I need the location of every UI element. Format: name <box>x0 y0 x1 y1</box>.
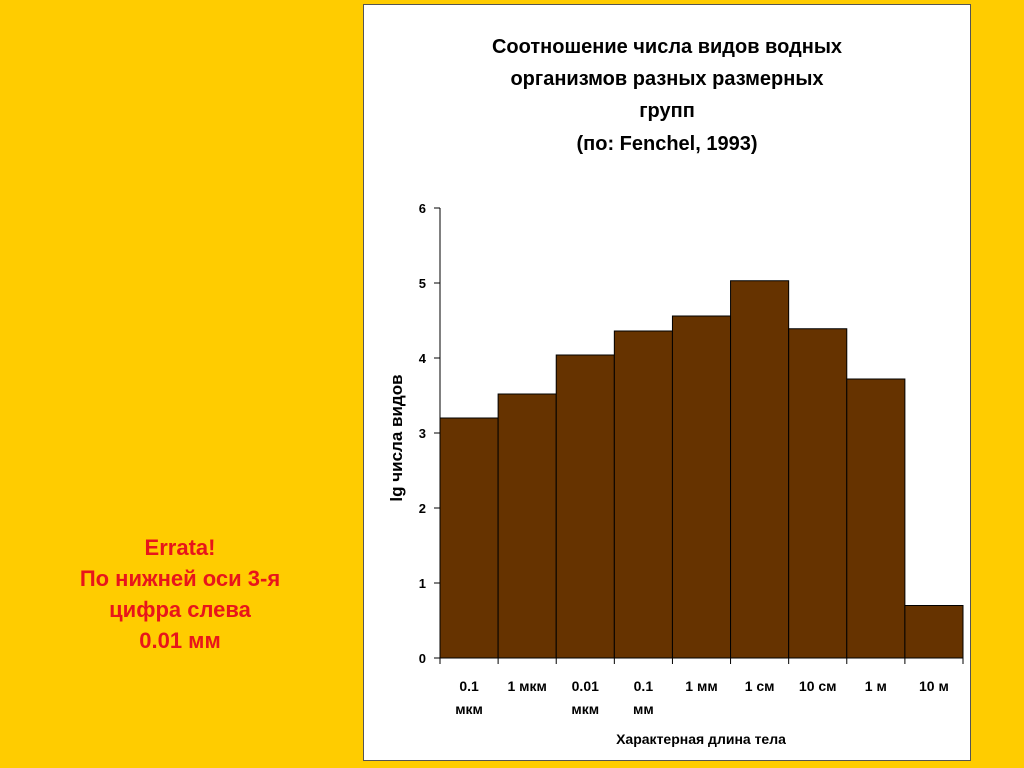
x-tick-label: 1 мм <box>685 678 717 694</box>
bar <box>846 378 906 659</box>
x-tick-label: мкм <box>455 701 483 717</box>
x-tick-label: 0.1 <box>634 678 654 694</box>
plot-area: 0 1 2 3 4 5 6 0.1 мкм 1 мкм 0.01 мкм 0.1 мм 1 мм 1 см 10… <box>419 201 964 717</box>
chart-title-line: Соотношение числа видов водных <box>492 36 842 58</box>
y-axis-label: lg числа видов <box>387 374 406 501</box>
bar <box>555 354 615 659</box>
x-tick-label: 1 м <box>865 678 887 694</box>
errata-line: Errata! <box>144 535 216 560</box>
bar <box>788 328 848 659</box>
bar <box>730 280 790 659</box>
x-tick-label: 1 см <box>745 678 775 694</box>
x-tick-label: мм <box>633 701 654 717</box>
x-tick-label: мкм <box>571 701 599 717</box>
bar <box>671 315 732 659</box>
errata-note: Errata! По нижней оси 3-я цифра слева 0.… <box>30 532 330 656</box>
y-tick-label: 2 <box>419 501 426 516</box>
y-tick-label: 4 <box>419 351 427 366</box>
y-tick-label: 6 <box>419 201 426 216</box>
y-tick-label: 0 <box>419 651 426 666</box>
x-axis-label: Характерная длина тела <box>616 731 786 747</box>
y-tick-label: 1 <box>419 576 426 591</box>
chart-title: Соотношение числа видов водных организмо… <box>492 36 842 155</box>
bar <box>497 393 557 659</box>
x-tick-label: 0.01 <box>572 678 599 694</box>
x-tick-label: 0.1 <box>459 678 479 694</box>
errata-line: По нижней оси 3-я <box>79 566 281 591</box>
x-tick-label: 10 м <box>919 678 949 694</box>
x-tick-label: 1 мкм <box>507 678 546 694</box>
chart-title-line: организмов разных размерных <box>510 68 823 90</box>
bar <box>613 330 673 659</box>
y-tick-label: 5 <box>419 276 426 291</box>
bar <box>904 605 964 659</box>
y-tick-label: 3 <box>419 426 426 441</box>
errata-line: 0.01 мм <box>139 628 221 653</box>
errata-line: цифра слева <box>109 597 251 622</box>
chart-title-line: групп <box>639 100 695 122</box>
x-tick-label: 10 см <box>799 678 837 694</box>
bar <box>439 417 499 659</box>
chart-title-line: (по: Fenchel, 1993) <box>576 133 757 155</box>
